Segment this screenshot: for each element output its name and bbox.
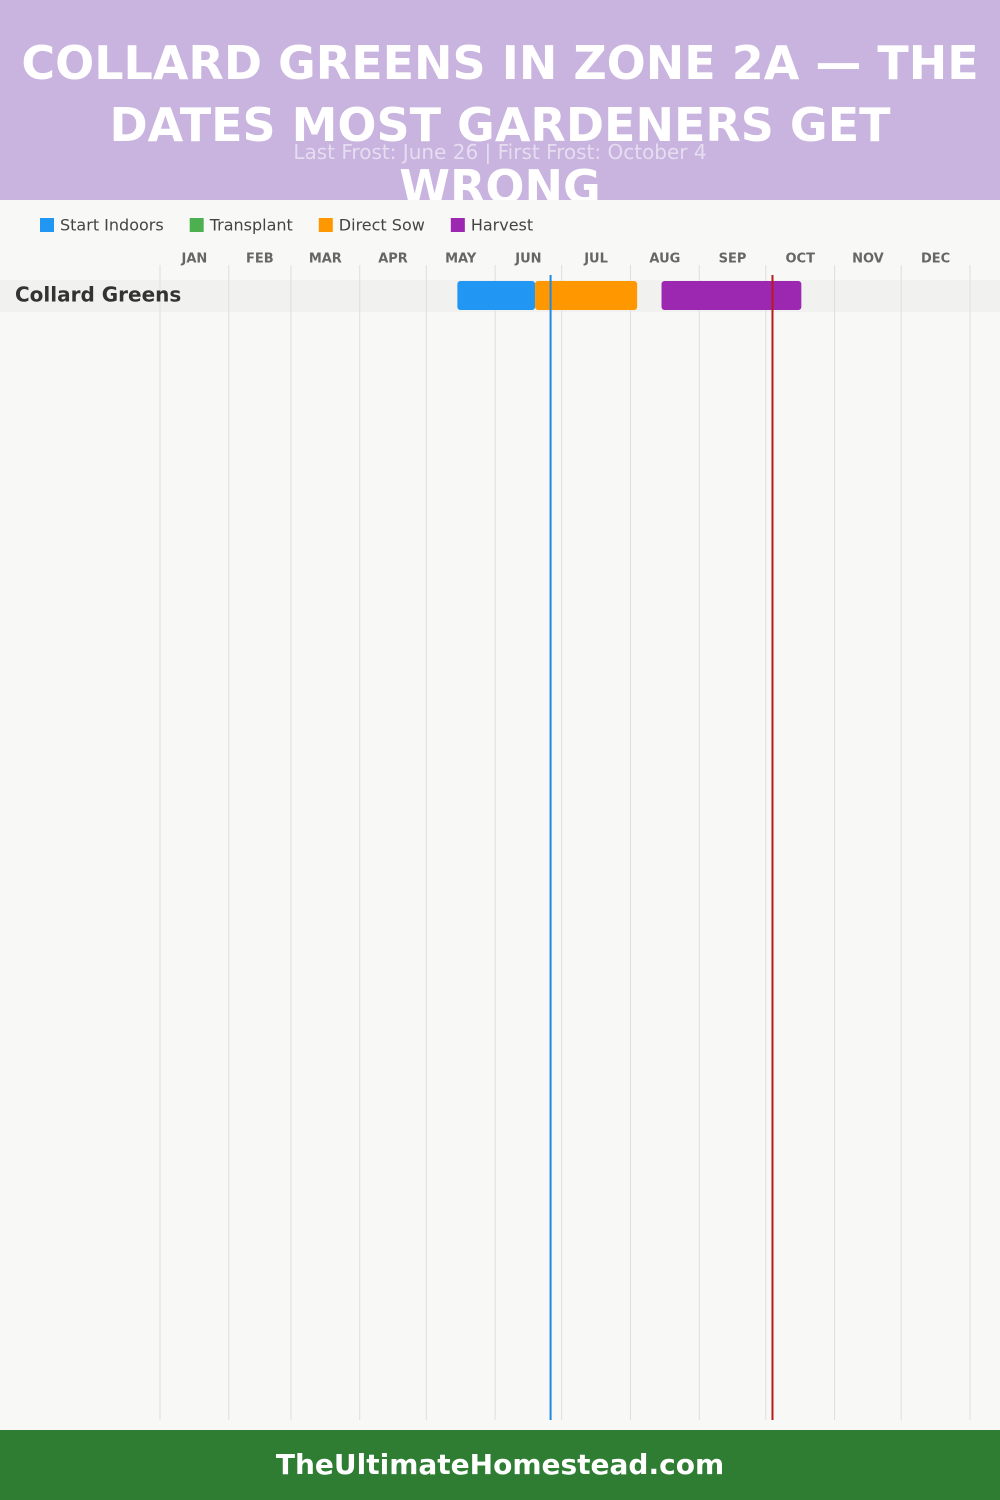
legend-label: Harvest xyxy=(471,216,533,235)
x-tick-label: APR xyxy=(378,252,408,267)
x-tick-label: NOV xyxy=(852,252,884,267)
x-tick-label: SEP xyxy=(719,252,747,267)
x-tick-label: JUN xyxy=(514,252,541,267)
legend-label: Transplant xyxy=(209,216,293,235)
x-tick-label: JUL xyxy=(583,252,608,267)
bar xyxy=(661,281,802,310)
legend-label: Start Indoors xyxy=(60,216,164,235)
x-tick-label: MAY xyxy=(445,252,477,267)
bar xyxy=(457,281,536,310)
chart: JAN FEB MAR APR MAY JUN JUL AUG SEP OCT NOV DEC Star… xyxy=(0,216,1000,1420)
x-tick-label: AUG xyxy=(649,252,680,267)
x-tick-label: DEC xyxy=(921,252,950,267)
subtitle: Last Frost: June 26 | First Frost: Octob… xyxy=(293,140,707,164)
legend-label: Direct Sow xyxy=(339,216,425,235)
row-label: Collard Greens xyxy=(15,283,181,307)
header: Last Frost: June 26 | First Frost: Octob… xyxy=(0,0,1000,200)
x-tick-label: JAN xyxy=(181,252,208,267)
footer: TheUltimateHomestead.com xyxy=(0,1430,1000,1500)
title: COLLARD GREENS IN ZONE 2A — THE DATES MO… xyxy=(21,36,979,200)
x-tick-label: FEB xyxy=(246,252,274,267)
x-tick-label: MAR xyxy=(309,252,342,267)
x-tick-label: OCT xyxy=(785,252,815,267)
legend-swatch xyxy=(450,218,465,232)
bar xyxy=(535,281,638,310)
legend-swatch xyxy=(189,218,204,232)
legend-swatch xyxy=(318,218,333,232)
legend-swatch xyxy=(40,218,54,232)
